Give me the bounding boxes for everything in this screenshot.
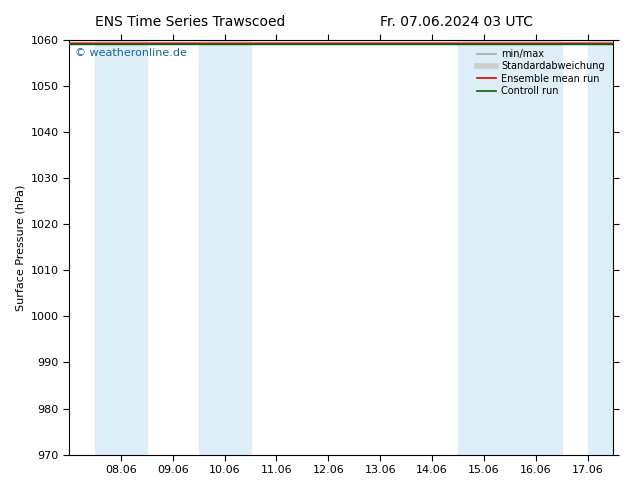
Text: Fr. 07.06.2024 03 UTC: Fr. 07.06.2024 03 UTC xyxy=(380,15,533,29)
Legend: min/max, Standardabweichung, Ensemble mean run, Controll run: min/max, Standardabweichung, Ensemble me… xyxy=(473,45,609,100)
Bar xyxy=(95,40,147,455)
Text: ENS Time Series Trawscoed: ENS Time Series Trawscoed xyxy=(95,15,285,29)
Bar xyxy=(510,40,562,455)
Bar xyxy=(588,40,614,455)
Text: © weatheronline.de: © weatheronline.de xyxy=(75,49,186,58)
Bar xyxy=(458,40,510,455)
Bar xyxy=(198,40,250,455)
Y-axis label: Surface Pressure (hPa): Surface Pressure (hPa) xyxy=(15,184,25,311)
